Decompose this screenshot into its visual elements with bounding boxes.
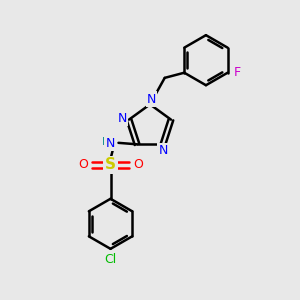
Text: Cl: Cl <box>104 253 117 266</box>
Text: N: N <box>158 144 168 157</box>
Text: N: N <box>147 93 156 106</box>
Text: H: H <box>102 137 110 147</box>
Text: N: N <box>118 112 127 124</box>
Text: O: O <box>78 158 88 171</box>
Text: O: O <box>133 158 143 171</box>
Text: F: F <box>233 66 241 79</box>
Text: S: S <box>105 158 116 172</box>
Text: N: N <box>106 137 115 150</box>
